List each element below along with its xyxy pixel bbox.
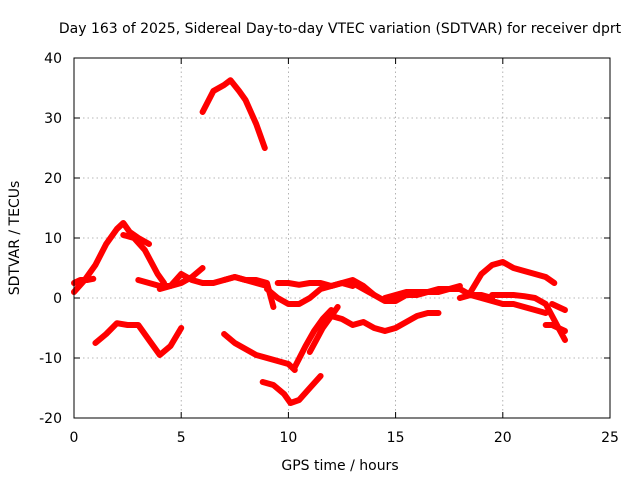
series-arc-9 (221, 331, 298, 373)
y-tick-label: 40 (44, 51, 62, 67)
y-tick-label: 0 (53, 291, 62, 307)
y-tick-label: -20 (39, 411, 62, 427)
series-arc-8 (199, 77, 268, 151)
x-tick-label: 5 (177, 430, 186, 446)
x-axis-title: GPS time / hours (281, 458, 398, 474)
data-series (71, 77, 568, 406)
plot-frame (73, 57, 611, 419)
chart-title: Day 163 of 2025, Sidereal Day-to-day VTE… (59, 21, 622, 37)
y-tick-label: -10 (39, 351, 62, 367)
series-arc-15 (328, 310, 442, 334)
x-tick-labels: 0 5 10 15 20 25 (70, 430, 619, 446)
x-tick-label: 15 (387, 430, 405, 446)
x-tick-label: 20 (494, 430, 512, 446)
y-tick-label: 30 (44, 111, 62, 127)
series-arc-18 (467, 259, 558, 295)
x-tick-label: 25 (601, 430, 619, 446)
y-tick-labels: -20 -10 0 10 20 30 40 (39, 51, 62, 427)
y-tick-label: 10 (44, 231, 62, 247)
y-axis-title: SDTVAR / TECUs (7, 181, 23, 296)
series-arc-19 (456, 292, 549, 316)
x-tick-label: 0 (70, 430, 79, 446)
x-tick-label: 10 (279, 430, 297, 446)
series-arc-3 (120, 232, 167, 286)
series-arc-10 (259, 373, 324, 406)
series-arc-7 (92, 320, 185, 358)
series-arc-11 (291, 307, 335, 370)
y-tick-label: 20 (44, 171, 62, 187)
series-arc-22 (549, 301, 568, 313)
series-arc-12 (306, 304, 341, 355)
series-arc-2 (71, 275, 97, 286)
series-arc-21 (542, 322, 568, 334)
